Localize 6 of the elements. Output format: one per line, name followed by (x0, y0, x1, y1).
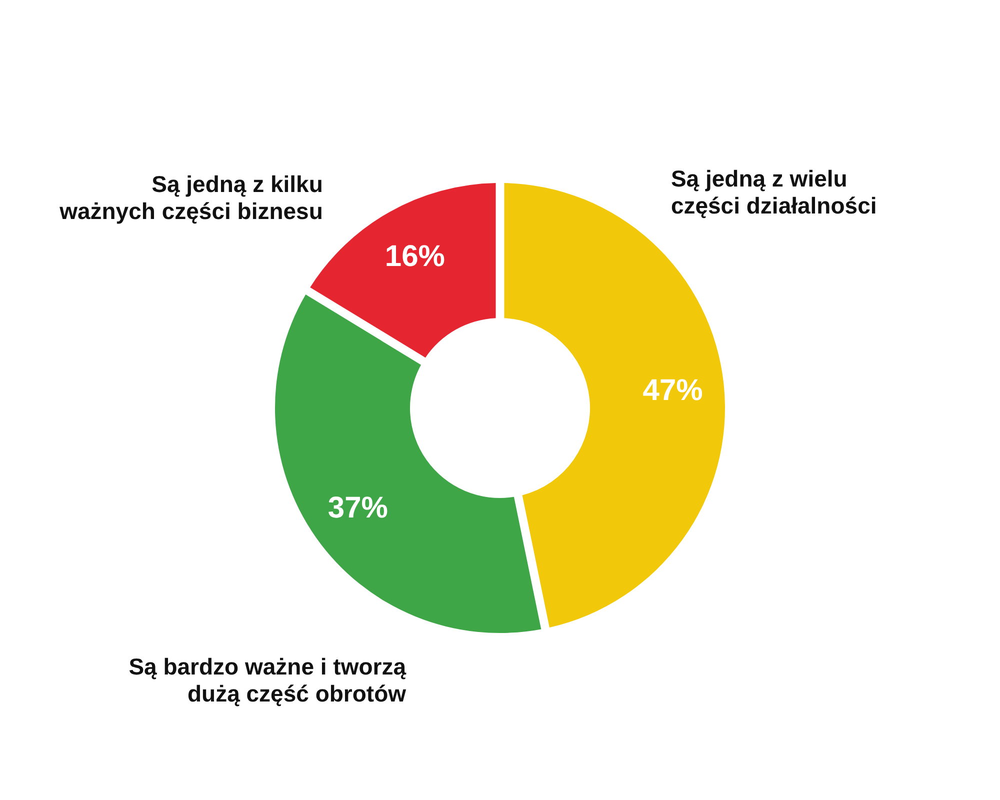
slice-label: Są bardzo ważne i tworzą dużą część obrotów (128, 654, 406, 707)
data-label: 16% (384, 240, 445, 274)
slice-label: Są jedną z kilku ważnych części biznesu (58, 171, 323, 224)
data-label: 47% (642, 374, 703, 407)
slice-label: Są jedną z wielu części działalności (670, 165, 877, 218)
data-label: 37% (328, 491, 388, 524)
